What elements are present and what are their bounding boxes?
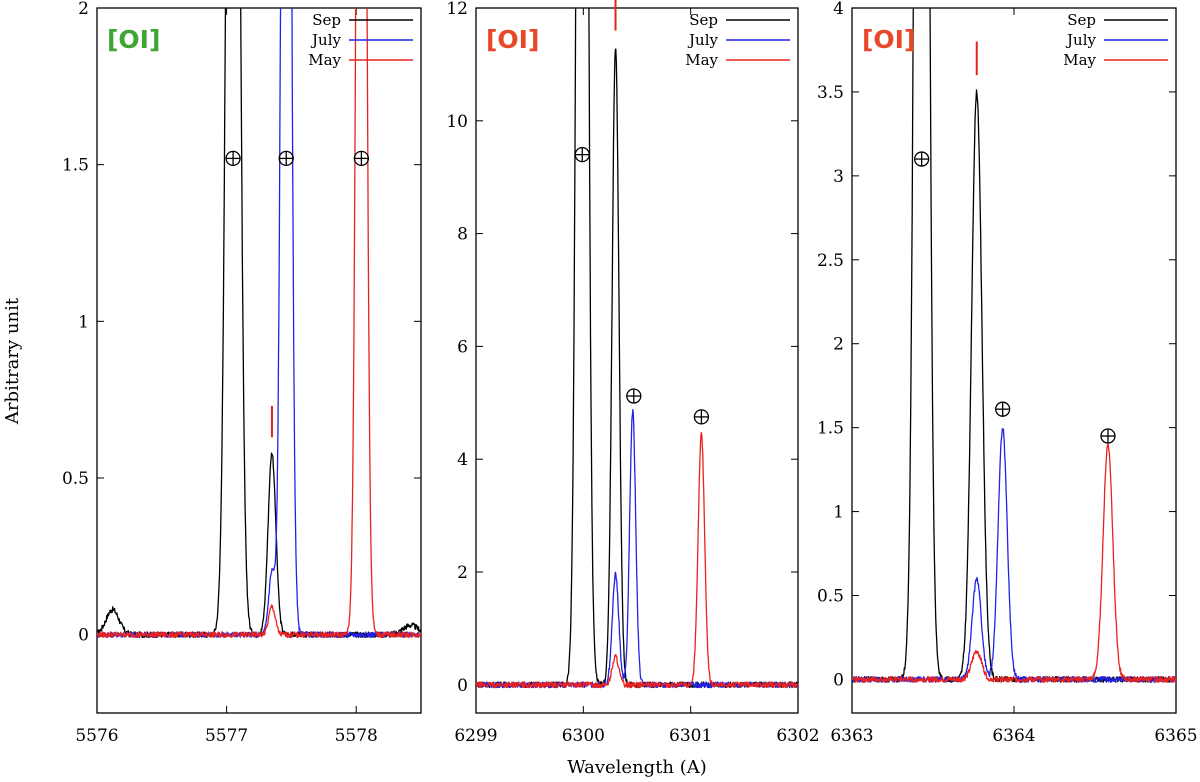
panel-title: [OI] [486,25,539,54]
earth-symbol [626,388,642,404]
earth-symbol [1100,428,1116,444]
x-tick-label: 6363 [830,726,873,746]
y-tick-label: 3 [833,167,844,187]
legend-label: May [1063,51,1096,69]
earth-symbol [278,150,294,167]
legend-label: Sep [689,11,718,29]
panel-title: [OI] [107,25,160,54]
y-tick-label: 4 [833,0,844,19]
y-tick-label: 10 [446,112,468,132]
series-july [476,408,798,689]
y-tick-label: 0.5 [817,587,844,607]
legend-label: July [687,31,718,49]
series-group [852,8,1176,683]
y-tick-label: 0.5 [62,469,89,489]
earth-symbol [353,150,370,167]
earth-symbol [914,151,930,167]
y-tick-label: 2 [833,335,844,355]
series-may [97,8,421,639]
series-july [97,8,421,639]
legend-label: July [310,31,341,49]
series-may [476,431,798,689]
series-group [476,8,798,689]
series-sep [97,8,421,639]
y-tick-label: 2 [457,563,468,583]
y-tick-label: 2 [78,0,89,19]
y-tick-label: 3.5 [817,83,844,103]
earth-symbol [995,401,1011,417]
plot-frame [475,7,799,714]
y-tick-label: 0 [78,626,89,646]
y-tick-label: 12 [446,0,468,19]
panel-6364: 0 0.5 1 1.5 2 2.5 3 3.5 4 6363 6364 6365 [OI] Sep July… [817,0,1198,746]
x-tick-label: 6300 [562,726,605,746]
y-tick-label: 1 [78,312,89,332]
panel-title: [OI] [862,25,915,54]
legend-label: Sep [1067,11,1096,29]
y-tick-label: 1.5 [62,156,89,176]
panel-6300: 0 2 4 6 8 10 12 6299 6300 6301 6302 [OI] Sep July May [446,0,820,746]
legend-label: Sep [312,11,341,29]
y-tick-label: 1 [833,503,844,523]
y-tick-label: 8 [457,225,468,245]
x-tick-label: 5577 [205,726,248,746]
legend-label: May [308,51,341,69]
y-tick-label: 1.5 [817,419,844,439]
earth-symbol [693,409,710,425]
y-tick-label: 6 [457,337,468,357]
x-axis-title: Wavelength (A) [567,757,707,778]
y-tick-label: 0 [457,676,468,696]
x-tick-label: 6364 [992,726,1035,746]
legend-label: July [1065,31,1096,49]
x-tick-label: 6302 [776,726,819,746]
series-may [852,443,1176,683]
x-tick-label: 5576 [75,726,118,746]
y-axis-title: Arbitrary unit [2,297,23,425]
earth-symbol [574,146,590,163]
series-july [852,428,1176,683]
y-tick-label: 0 [833,670,844,690]
earth-symbol [225,150,241,167]
y-tick-label: 2.5 [817,251,844,271]
series-sep [852,8,1176,683]
x-tick-label: 6299 [454,726,497,746]
plot-frame [96,7,422,714]
x-tick-label: 5578 [335,726,378,746]
panel-5577: 0 0.5 1 1.5 2 5576 5577 5578 [OI] Sep July May [62,0,422,746]
legend-label: May [685,51,718,69]
x-tick-label: 6301 [669,726,712,746]
y-tick-label: 4 [457,450,468,470]
x-tick-label: 6365 [1154,726,1197,746]
series-group [97,8,421,639]
plot-frame [851,7,1177,714]
